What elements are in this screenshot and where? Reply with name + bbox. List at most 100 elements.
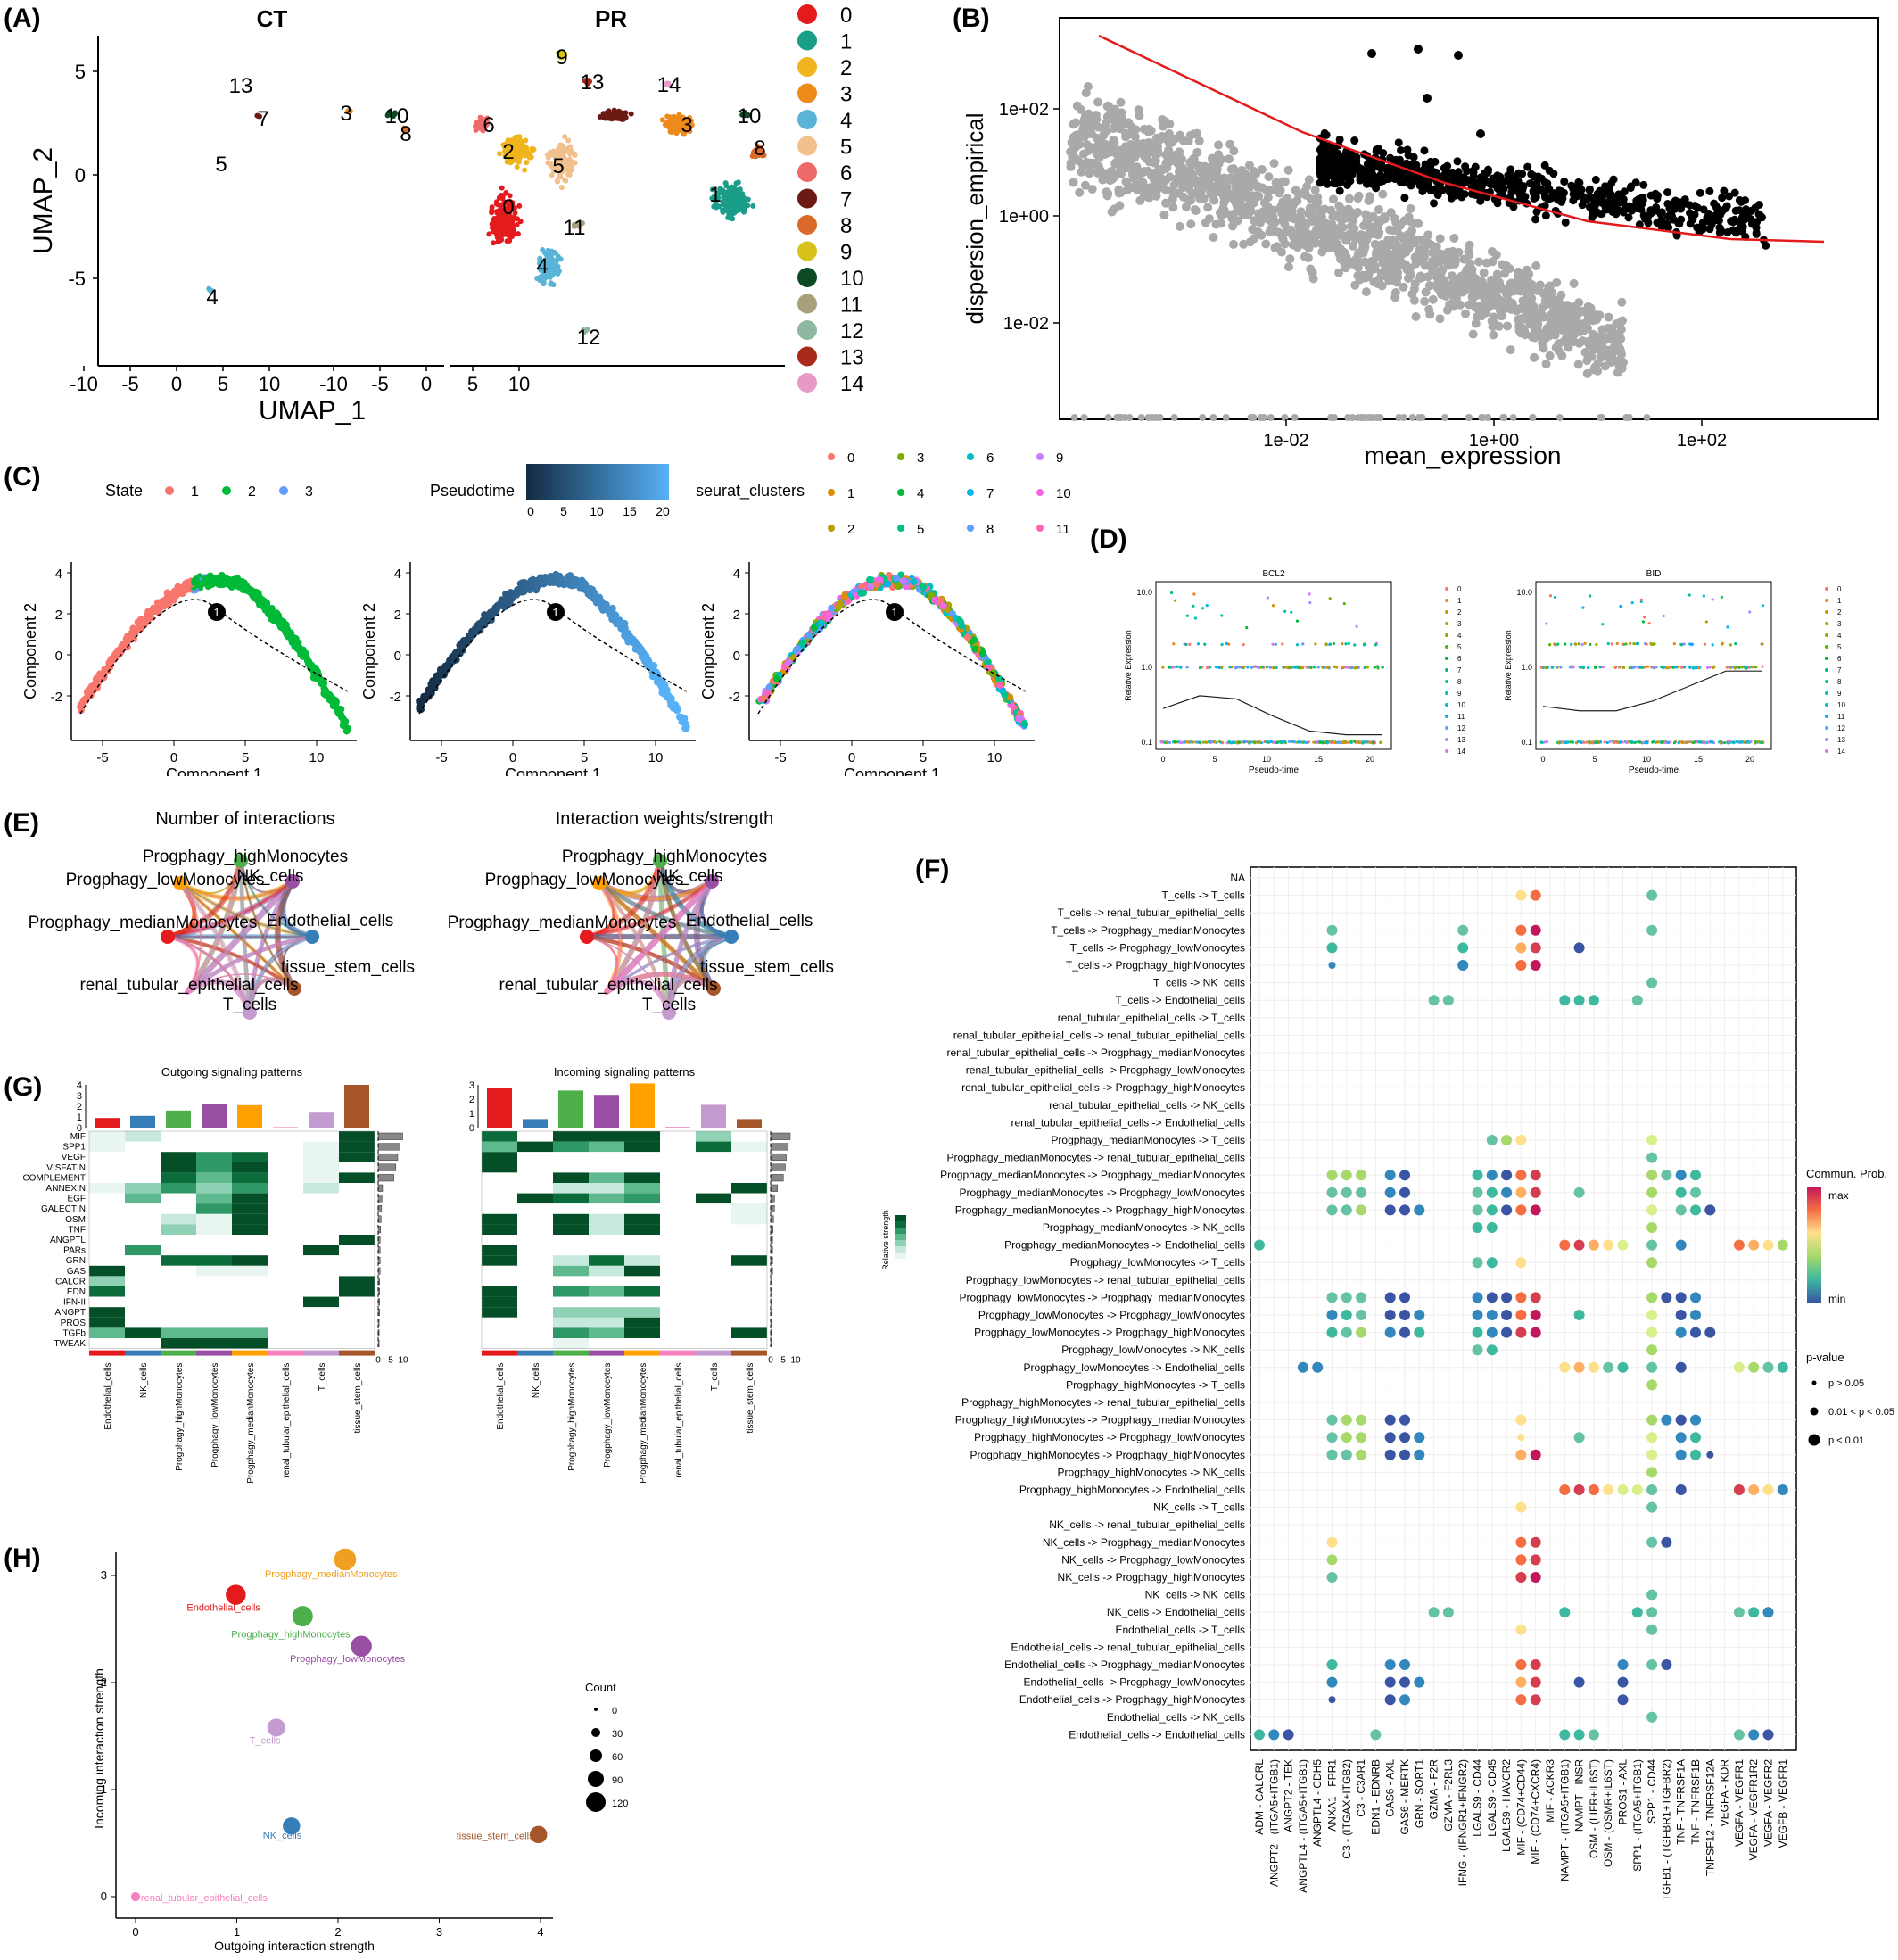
gene-point-grey <box>1440 279 1448 288</box>
gene-point-grey <box>1087 129 1096 138</box>
gene-point-grey <box>1285 213 1294 222</box>
umap-point-cluster-7 <box>603 112 608 118</box>
gene-point-black <box>1740 216 1748 224</box>
gene-point-black <box>1346 157 1354 165</box>
umap-point-cluster-2 <box>518 137 524 143</box>
trajectory-cell-point <box>130 629 137 636</box>
umap-point-cluster-1 <box>739 191 745 196</box>
gene-point-black <box>1420 146 1428 154</box>
gene-point-black <box>1677 216 1685 224</box>
trajectory-cell-point <box>964 633 971 641</box>
gene-point-black <box>1333 156 1341 164</box>
gene-point-grey <box>1103 189 1112 198</box>
gene-point-grey <box>1443 306 1452 315</box>
legend-dot-cluster-5 <box>797 136 817 156</box>
gene-point-black <box>1512 187 1520 195</box>
gene-point-black <box>1336 187 1344 195</box>
gene-point-grey <box>1531 261 1540 270</box>
gene-point-grey <box>1168 203 1177 211</box>
gene-point-grey <box>1333 210 1342 219</box>
gene-point-black <box>1397 146 1405 154</box>
umap-point-cluster-7 <box>623 115 629 120</box>
gene-point-black <box>1496 186 1504 194</box>
legend-label-cluster-3: 3 <box>840 83 852 107</box>
gene-point-grey <box>1121 129 1130 138</box>
gene-point-black <box>1423 94 1432 103</box>
b-x-tick-label: 1e-02 <box>1263 431 1308 451</box>
c-state-legend-label: 2 <box>248 484 256 500</box>
umap-point-cluster-1 <box>728 215 733 220</box>
trajectory-cell-point <box>866 576 873 583</box>
c-cluster-legend-dot <box>828 489 835 496</box>
trajectory-cell-point <box>681 719 689 726</box>
gene-point-black <box>1316 161 1324 170</box>
gene-point-black <box>1455 168 1463 176</box>
legend-label-cluster-4: 4 <box>840 109 852 133</box>
c-cluster-legend-dot <box>1036 525 1044 532</box>
gene-point-grey <box>1523 276 1532 285</box>
c-x-tick-label: 0 <box>509 750 516 765</box>
d-expression-point <box>1203 643 1206 646</box>
pr-x-tick-label: -5 <box>371 373 389 395</box>
gene-point-grey <box>1503 303 1512 312</box>
gene-point-grey <box>1411 279 1420 288</box>
gene-point-grey <box>1374 205 1383 214</box>
gene-point-grey <box>1514 324 1523 333</box>
gene-point-grey <box>1551 318 1560 327</box>
gene-point-black <box>1625 213 1633 221</box>
umap-point-cluster-1 <box>723 183 729 188</box>
gene-point-black <box>1316 145 1324 153</box>
gene-point-grey <box>1161 176 1170 185</box>
c-y-tick-label: 2 <box>55 608 62 623</box>
gene-point-grey <box>1342 252 1351 261</box>
c-y-tick-label: 4 <box>394 566 401 582</box>
gene-point-grey <box>1593 367 1602 376</box>
d-x-tick-label: 5 <box>1212 755 1217 764</box>
gene-point-grey <box>1407 204 1415 213</box>
gene-point-grey <box>1495 295 1504 304</box>
gene-point-grey <box>1542 360 1551 368</box>
c-pseudotime-tick: 0 <box>527 504 534 518</box>
gene-point-black <box>1336 136 1344 144</box>
facet-pr-title: PR <box>595 5 627 32</box>
gene-point-black <box>1420 165 1428 173</box>
gene-point-black <box>1542 211 1550 219</box>
gene-point-grey <box>1284 262 1293 271</box>
gene-point-grey <box>1203 203 1212 211</box>
gene-point-black <box>1630 203 1638 211</box>
trajectory-cell-point <box>174 588 181 595</box>
umap-point-cluster-3 <box>668 128 673 133</box>
gene-point-grey <box>1278 177 1287 186</box>
c-x-tick-label: -5 <box>435 750 447 765</box>
gene-point-grey <box>1545 331 1554 340</box>
gene-point-grey <box>1313 227 1322 236</box>
gene-point-grey <box>1126 140 1135 149</box>
gene-point-grey <box>1335 246 1344 255</box>
c-x-tick-label: 10 <box>648 750 664 765</box>
facet-ct-title: CT <box>257 5 288 32</box>
trajectory-cell-point <box>320 679 327 686</box>
gene-point-grey <box>1260 414 1267 421</box>
gene-point-black <box>1372 184 1380 192</box>
trajectory-cell-point <box>567 578 574 585</box>
c-y-tick-label: 0 <box>733 649 740 664</box>
ct-cluster-label: 3 <box>340 102 351 126</box>
umap-point-cluster-2 <box>523 137 528 143</box>
gene-point-grey <box>1213 174 1222 183</box>
gene-point-black <box>1527 170 1535 178</box>
gene-point-grey <box>1366 192 1374 201</box>
gene-point-black <box>1523 163 1531 171</box>
gene-point-grey <box>1225 154 1234 163</box>
c-y-label: Component 2 <box>21 603 39 699</box>
trajectory-cell-point <box>1021 720 1028 727</box>
gene-point-grey <box>1168 194 1177 203</box>
gene-point-grey <box>1190 129 1199 138</box>
gene-point-grey <box>1267 414 1275 421</box>
d-expression-point <box>1353 643 1356 646</box>
ct-cluster-label: 5 <box>215 153 227 177</box>
gene-point-grey <box>1415 414 1423 421</box>
